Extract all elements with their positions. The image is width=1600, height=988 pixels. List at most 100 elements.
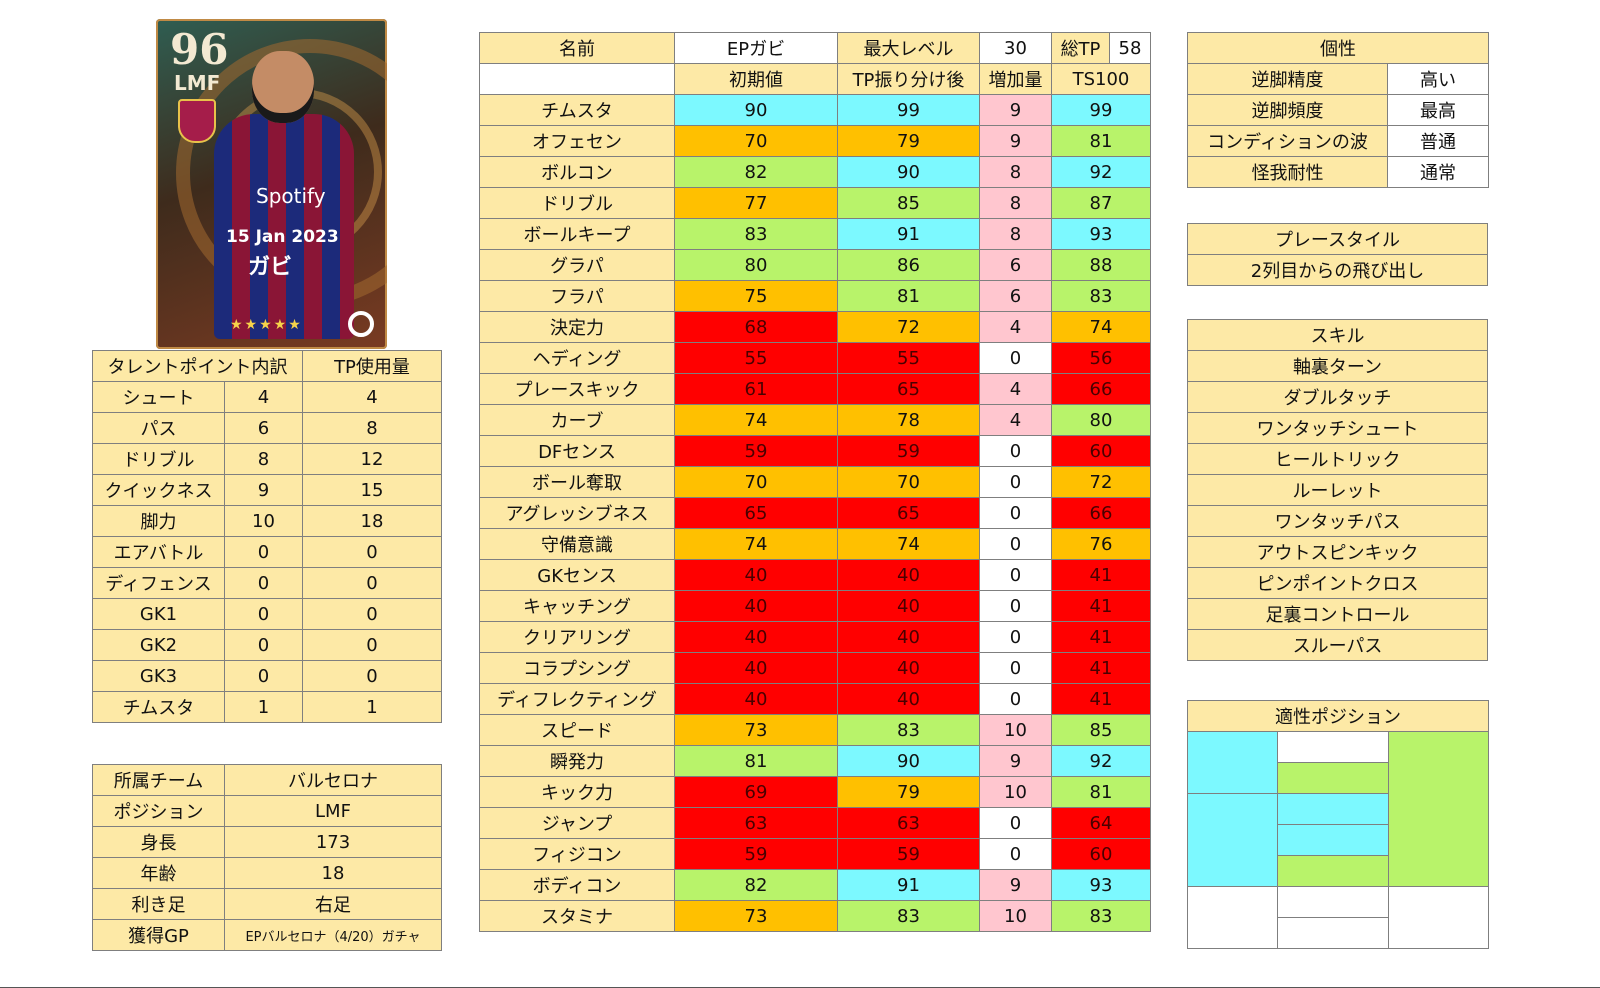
- talent-name: シュート: [92, 381, 225, 413]
- trait-label: 怪我耐性: [1187, 156, 1388, 188]
- stat-row: ボディコン 82 91 9 93: [479, 869, 1151, 901]
- skill-item: ダブルタッチ: [1187, 381, 1488, 413]
- info-label: 獲得GP: [92, 919, 225, 951]
- talent-used-header: TP使用量: [302, 350, 442, 382]
- stat-row: ボール奪取 70 70 0 72: [479, 466, 1151, 498]
- stat-increase: 4: [979, 311, 1052, 343]
- stat-name: キャッチング: [479, 590, 675, 622]
- talent-name: GK2: [92, 629, 225, 661]
- skill-row: アウトスピンキック: [1187, 536, 1488, 568]
- stat-after: 63: [837, 807, 980, 839]
- stats-table: 名前 EPガビ 最大レベル 30 総TP 58 初期値 TP振り分け後 増加量 …: [479, 32, 1151, 932]
- stat-increase: 6: [979, 249, 1052, 281]
- talent-used: 1: [302, 691, 442, 723]
- stat-row: スタミナ 73 83 10 83: [479, 900, 1151, 932]
- trait-row: 逆脚頻度 最高: [1187, 94, 1489, 126]
- skills-title: スキル: [1187, 319, 1488, 351]
- skill-item: ピンポイントクロス: [1187, 567, 1488, 599]
- stat-initial: 80: [674, 249, 838, 281]
- info-label: 所属チーム: [92, 764, 225, 796]
- stat-ts100: 76: [1051, 528, 1151, 560]
- stat-ts100: 92: [1051, 745, 1151, 777]
- trait-row: 逆脚精度 高い: [1187, 63, 1489, 95]
- stat-increase: 10: [979, 714, 1052, 746]
- stat-row: ディフレクティング 40 40 0 41: [479, 683, 1151, 715]
- talent-used: 4: [302, 381, 442, 413]
- stat-row: プレースキック 61 65 4 66: [479, 373, 1151, 405]
- talent-row: ドリブル 8 12: [92, 443, 442, 475]
- stat-increase: 0: [979, 528, 1052, 560]
- talent-name: ドリブル: [92, 443, 225, 475]
- talent-name: パス: [92, 412, 225, 444]
- stat-after: 90: [837, 745, 980, 777]
- stat-name: スタミナ: [479, 900, 675, 932]
- stat-increase: 0: [979, 590, 1052, 622]
- stat-ts100: 41: [1051, 683, 1151, 715]
- player-info-table: 所属チーム バルセロナ ポジション LMF 身長 173 年齢 18 利き足 右足 獲得GP EPバル…: [92, 764, 442, 951]
- stat-row: キャッチング 40 40 0 41: [479, 590, 1151, 622]
- talent-row: GK1 0 0: [92, 598, 442, 630]
- stat-ts100: 74: [1051, 311, 1151, 343]
- stat-name: ボルコン: [479, 156, 675, 188]
- stat-name: アグレッシブネス: [479, 497, 675, 529]
- stat-after: 85: [837, 187, 980, 219]
- talent-used: 8: [302, 412, 442, 444]
- trait-label: コンディションの波: [1187, 125, 1388, 157]
- skill-item: スルーパス: [1187, 629, 1488, 661]
- talent-used: 0: [302, 660, 442, 692]
- player-card: 96 LMF Spotify 15 Jan 2023 ガビ ★★★★★: [156, 19, 387, 349]
- talent-points: 1: [224, 691, 303, 723]
- col-initial-header: 初期値: [674, 63, 838, 95]
- skills-table: スキル 軸裏ターン ダブルタッチ ワンタッチシュート ヒールトリック ルーレット ワンタッ…: [1187, 319, 1488, 661]
- stat-name: ボールキープ: [479, 218, 675, 250]
- skill-row: 足裏コントロール: [1187, 598, 1488, 630]
- stat-initial: 81: [674, 745, 838, 777]
- stat-increase: 10: [979, 776, 1052, 808]
- stat-initial: 82: [674, 869, 838, 901]
- playstyle-value: 2列目からの飛び出し: [1187, 254, 1488, 286]
- position-cell-lmf: [1187, 793, 1278, 887]
- stat-initial: 70: [674, 125, 838, 157]
- stat-row: キック力 69 79 10 81: [479, 776, 1151, 808]
- talent-points: 9: [224, 474, 303, 506]
- skill-item: 軸裏ターン: [1187, 350, 1488, 382]
- talent-used: 0: [302, 567, 442, 599]
- position-cell-rb: [1387, 886, 1490, 949]
- position-cell-gk: [1277, 917, 1389, 949]
- stat-row: オフェセン 70 79 9 81: [479, 125, 1151, 157]
- stat-ts100: 66: [1051, 497, 1151, 529]
- stat-name: 決定力: [479, 311, 675, 343]
- stat-initial: 69: [674, 776, 838, 808]
- position-cell-dmf: [1277, 855, 1389, 887]
- stat-increase: 0: [979, 683, 1052, 715]
- stat-row: クリアリング 40 40 0 41: [479, 621, 1151, 653]
- skill-item: ルーレット: [1187, 474, 1488, 506]
- talent-point-table: タレントポイント内訳 TP使用量 シュート 4 4 パス 6 8 ドリブル 8 12 クイックネス…: [92, 350, 442, 723]
- stat-after: 90: [837, 156, 980, 188]
- stat-after: 65: [837, 373, 980, 405]
- stat-after: 40: [837, 559, 980, 591]
- stat-name: フィジコン: [479, 838, 675, 870]
- stat-initial: 61: [674, 373, 838, 405]
- talent-points: 6: [224, 412, 303, 444]
- talent-name: GK3: [92, 660, 225, 692]
- stat-increase: 9: [979, 125, 1052, 157]
- skill-row: スルーパス: [1187, 629, 1488, 661]
- playstyle-title: プレースタイル: [1187, 223, 1488, 255]
- talent-used: 0: [302, 629, 442, 661]
- stat-increase: 8: [979, 156, 1052, 188]
- card-sponsor: Spotify: [256, 184, 326, 208]
- stat-row: スピード 73 83 10 85: [479, 714, 1151, 746]
- stat-increase: 0: [979, 807, 1052, 839]
- stat-row: ボルコン 82 90 8 92: [479, 156, 1151, 188]
- stat-ts100: 83: [1051, 280, 1151, 312]
- trait-value: 普通: [1387, 125, 1489, 157]
- skill-item: ワンタッチシュート: [1187, 412, 1488, 444]
- talent-points: 0: [224, 567, 303, 599]
- player-jersey: [214, 114, 354, 339]
- stat-ts100: 64: [1051, 807, 1151, 839]
- info-value: 右足: [224, 888, 442, 920]
- stat-ts100: 41: [1051, 590, 1151, 622]
- max-level-label: 最大レベル: [837, 32, 980, 64]
- position-cell-lb: [1187, 886, 1278, 949]
